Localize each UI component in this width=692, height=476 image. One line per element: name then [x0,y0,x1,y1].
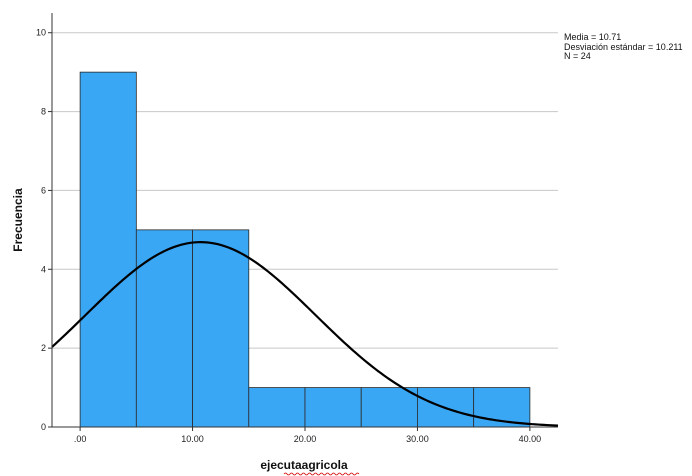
x-axis-title: ejecutaagricola [260,458,348,472]
y-axis-title: Frecuencia [11,188,25,252]
histogram-bar-5 [360,387,418,428]
y-tick-label: 4 [41,264,46,274]
x-tick-label: .00 [74,434,87,444]
x-tick-label: 40.00 [519,434,542,444]
normal-curve [51,241,559,427]
y-tick-labels: 0 2 4 6 8 10 [36,28,46,432]
y-tick-label: 0 [41,422,46,432]
histogram-bars [79,71,531,428]
y-tick-label: 8 [41,107,46,117]
histogram-bar-0 [79,71,137,428]
histogram-bar-4 [304,387,362,428]
axes [48,13,558,431]
histogram-bar-3 [248,387,306,428]
x-tick-label: 10.00 [181,434,204,444]
x-tick-label: 30.00 [406,434,429,444]
histogram-bar-2 [192,229,250,428]
stat-n: N = 24 [564,51,591,61]
stat-std-dev: Desviación estándar = 10.211 [564,41,683,52]
histogram-bar-1 [135,229,193,428]
x-tick-labels: .00 10.00 20.00 30.00 40.00 [74,434,541,444]
y-tick-label: 6 [41,185,46,195]
y-tick-label: 2 [41,343,46,353]
y-tick-label: 10 [36,28,46,38]
statistics-summary: Media = 10.71 Desviación estándar = 10.2… [564,32,683,62]
x-tick-label: 20.00 [294,434,317,444]
stat-mean: Media = 10.71 [564,32,622,42]
spellcheck-underline [283,472,360,476]
